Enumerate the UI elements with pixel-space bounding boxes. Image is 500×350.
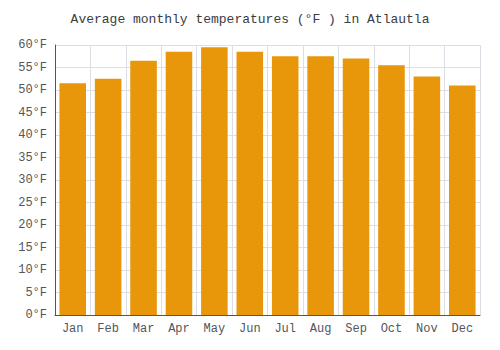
svg-text:60°F: 60°F <box>18 38 47 52</box>
svg-text:Dec: Dec <box>451 322 473 336</box>
svg-text:Oct: Oct <box>381 322 403 336</box>
svg-text:50°F: 50°F <box>18 83 47 97</box>
svg-text:Jul: Jul <box>274 322 296 336</box>
svg-text:Apr: Apr <box>168 322 190 336</box>
svg-text:40°F: 40°F <box>18 128 47 142</box>
svg-text:25°F: 25°F <box>18 196 47 210</box>
svg-text:Jun: Jun <box>239 322 261 336</box>
svg-text:15°F: 15°F <box>18 241 47 255</box>
svg-text:10°F: 10°F <box>18 263 47 277</box>
svg-text:Mar: Mar <box>133 322 155 336</box>
svg-text:Nov: Nov <box>416 322 438 336</box>
svg-text:35°F: 35°F <box>18 151 47 165</box>
svg-text:45°F: 45°F <box>18 106 47 120</box>
svg-text:Feb: Feb <box>97 322 119 336</box>
svg-text:Sep: Sep <box>345 322 367 336</box>
svg-text:55°F: 55°F <box>18 61 47 75</box>
svg-text:Average monthly temperatures (: Average monthly temperatures (°F ) in At… <box>71 12 430 27</box>
svg-text:0°F: 0°F <box>25 308 47 322</box>
svg-text:May: May <box>204 322 226 336</box>
svg-text:5°F: 5°F <box>25 286 47 300</box>
svg-text:30°F: 30°F <box>18 173 47 187</box>
svg-text:20°F: 20°F <box>18 218 47 232</box>
svg-text:Aug: Aug <box>310 322 332 336</box>
svg-text:Jan: Jan <box>62 322 84 336</box>
